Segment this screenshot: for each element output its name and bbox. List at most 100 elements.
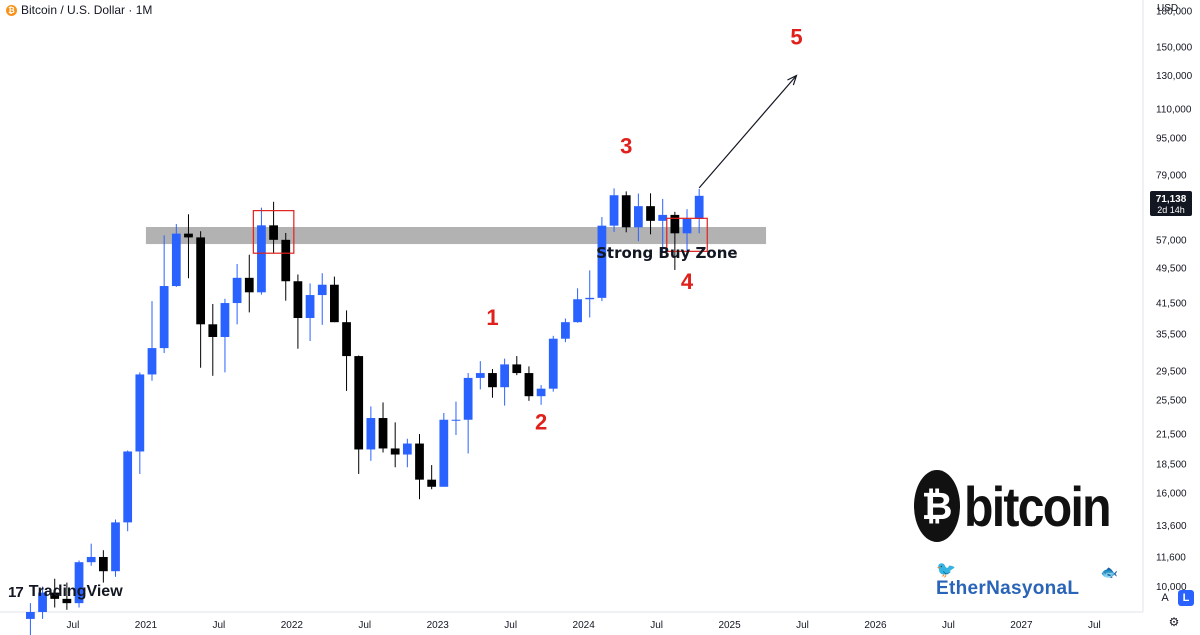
candle[interactable]: [512, 356, 522, 376]
candle[interactable]: [597, 217, 607, 302]
wave-label-1: 1: [486, 305, 498, 330]
currency-selector[interactable]: USD: [1157, 3, 1179, 14]
highlight-box[interactable]: [666, 217, 708, 252]
candle-body: [232, 277, 242, 304]
candle[interactable]: [50, 578, 60, 608]
candle[interactable]: [585, 270, 595, 318]
candle[interactable]: [281, 232, 291, 301]
candle[interactable]: [232, 263, 242, 325]
candle[interactable]: [26, 603, 35, 635]
candle-body: [463, 377, 473, 420]
candle[interactable]: [123, 450, 133, 532]
highlight-box[interactable]: [252, 210, 295, 254]
candle[interactable]: [354, 355, 364, 474]
candle[interactable]: [171, 224, 181, 287]
candle[interactable]: [159, 235, 169, 353]
candle[interactable]: [330, 276, 339, 323]
candle[interactable]: [621, 191, 631, 233]
tradingview-wordmark: TradingView: [28, 583, 123, 600]
candle[interactable]: [682, 209, 692, 256]
candle-body: [208, 324, 218, 337]
candle[interactable]: [488, 369, 497, 398]
candle[interactable]: [305, 283, 315, 342]
candle[interactable]: [269, 201, 278, 254]
candle-body: [536, 388, 546, 397]
candle-body: [196, 237, 206, 325]
candle[interactable]: [135, 372, 145, 474]
candle-body: [427, 479, 437, 487]
candle-body: [111, 522, 120, 572]
candle-body: [220, 303, 230, 337]
candle[interactable]: [646, 193, 655, 235]
candle[interactable]: [390, 422, 400, 468]
candle[interactable]: [62, 582, 72, 610]
bar-countdown: 2d 14h: [1157, 205, 1185, 215]
candle[interactable]: [451, 401, 461, 435]
candle[interactable]: [244, 254, 254, 313]
wave-label-2: 2: [535, 409, 547, 434]
candle[interactable]: [658, 198, 668, 253]
candle[interactable]: [548, 335, 558, 392]
candle[interactable]: [475, 361, 485, 390]
candle[interactable]: [670, 211, 680, 270]
candle[interactable]: [317, 273, 327, 325]
ethernasyonal-logo: 🐦 EtherNasyonaL 🐟: [934, 560, 1124, 604]
time-tick-label: 2022: [281, 620, 304, 631]
candle[interactable]: [427, 465, 437, 490]
trend-arrow-line[interactable]: [698, 75, 797, 189]
candle[interactable]: [536, 385, 546, 405]
candle[interactable]: [86, 543, 96, 566]
candle[interactable]: [524, 366, 534, 401]
candle[interactable]: [342, 310, 351, 391]
candle[interactable]: [500, 358, 509, 406]
candle-body: [184, 233, 193, 238]
candle[interactable]: [220, 298, 230, 373]
candle[interactable]: [439, 412, 449, 487]
price-tick-label: 16,000: [1156, 488, 1187, 499]
candle[interactable]: [573, 288, 582, 323]
candle[interactable]: [378, 402, 388, 453]
candle[interactable]: [402, 438, 412, 468]
candle[interactable]: [366, 406, 376, 461]
price-tick-label: 180,000: [1156, 6, 1193, 17]
candle-body: [38, 592, 47, 612]
strong-buy-zone-label: Strong Buy Zone: [596, 244, 737, 262]
candle-body: [330, 284, 339, 323]
trend-arrow-head: [787, 74, 798, 86]
last-price-label-bg: [1150, 191, 1192, 216]
candle[interactable]: [609, 188, 619, 232]
candle-body: [597, 225, 607, 298]
candle[interactable]: [415, 434, 424, 500]
candle[interactable]: [694, 188, 704, 234]
tradingview-logo[interactable]: 17 TradingView: [8, 583, 123, 601]
candle[interactable]: [634, 193, 643, 242]
candle-body: [26, 612, 35, 619]
bitcoin-wordmark: bitcoin: [964, 474, 1112, 538]
candle[interactable]: [463, 373, 473, 454]
bitcoin-symbol-icon: ₿: [914, 470, 960, 542]
auto-scale-button[interactable]: A: [1161, 592, 1169, 604]
candle[interactable]: [74, 560, 84, 608]
candle[interactable]: [38, 586, 47, 619]
price-tick-label: 95,000: [1156, 134, 1187, 145]
bitcoin-coin-icon: ₿: [6, 4, 17, 16]
candle-body: [269, 225, 278, 240]
tradingview-mark-icon: 17: [8, 583, 24, 601]
candle-body: [415, 443, 424, 480]
candle[interactable]: [257, 207, 266, 295]
log-scale-button[interactable]: L: [1178, 590, 1194, 606]
candle[interactable]: [196, 231, 206, 368]
candle[interactable]: [147, 301, 157, 381]
candle-body: [50, 592, 60, 599]
time-tick-label: Jul: [942, 620, 955, 631]
candle[interactable]: [208, 304, 218, 376]
candle[interactable]: [561, 318, 570, 343]
candle[interactable]: [98, 550, 108, 583]
candle[interactable]: [111, 519, 120, 577]
price-tick-label: 18,500: [1156, 459, 1187, 470]
candle[interactable]: [184, 214, 193, 279]
gear-icon[interactable]: ⚙: [1168, 615, 1180, 629]
candle[interactable]: [293, 274, 303, 349]
symbol-header[interactable]: ₿ Bitcoin / U.S. Dollar · 1M: [6, 2, 152, 18]
